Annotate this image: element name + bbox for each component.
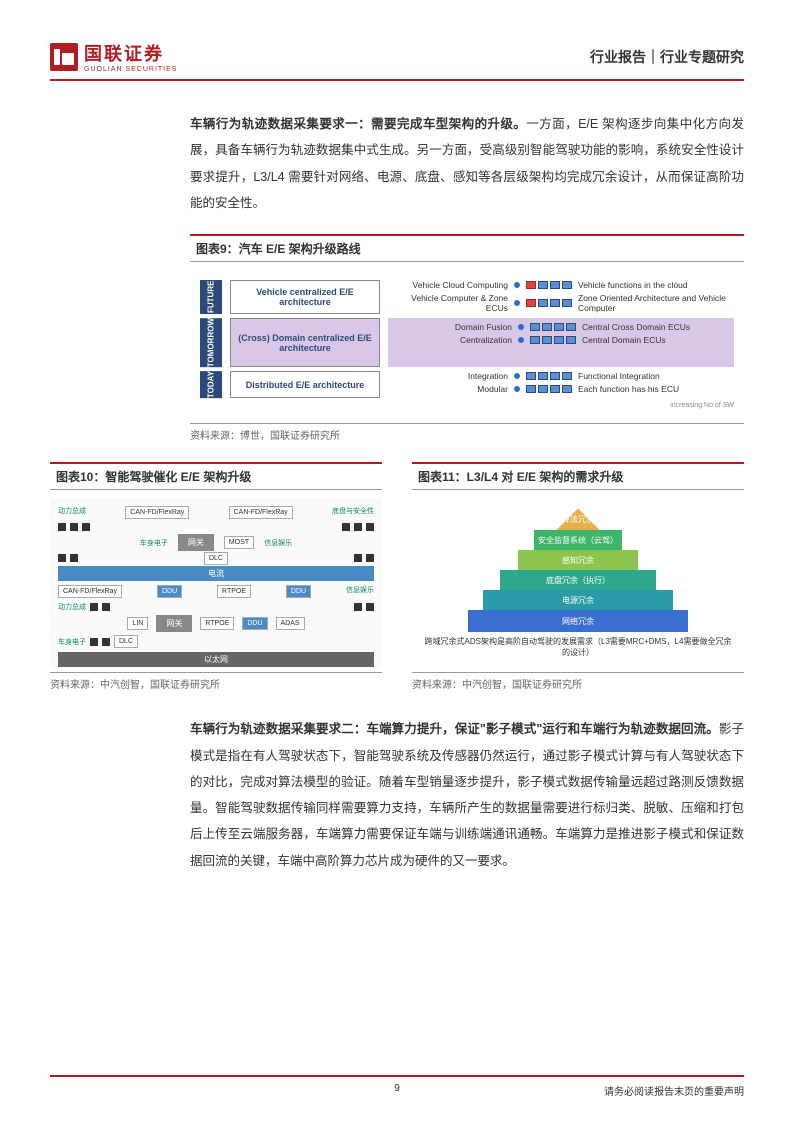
d9-stage: Domain FusionCentral Cross Domain ECUs	[392, 322, 730, 332]
d10-adas: ADAS	[276, 617, 305, 630]
company-logo: 国联证券 GUOLIAN SECURITIES	[50, 40, 177, 73]
d9-stage: ModularEach function has his ECU	[388, 384, 734, 394]
d9-stage: CentralizationCentral Domain ECUs	[392, 335, 730, 345]
d10-most: MOST	[224, 536, 254, 549]
d10-rtpoe2: RTPOE	[200, 617, 234, 630]
fig9-diagram: FUTURE Vehicle centralized E/E architectu…	[190, 270, 744, 419]
logo-icon	[50, 43, 78, 71]
d10-eth: 以太网	[58, 652, 374, 667]
logo-text: 国联证券	[84, 40, 177, 66]
d10-gw2: 网关	[156, 615, 192, 632]
para1-bold: 车辆行为轨迹数据采集要求一：需要完成车型架构的升级。	[190, 117, 526, 131]
para2-bold: 车辆行为轨迹数据采集要求二：车端算力提升，保证"影子模式"运行和车端行为轨迹数据…	[190, 722, 719, 736]
fig9-title: 图表9：汽车 E/E 架构升级路线	[190, 234, 744, 262]
fig11-title: 图表11：L3/L4 对 E/E 架构的需求升级	[412, 462, 744, 490]
d9-row: TODAY Distributed E/E architecture Integra…	[200, 371, 734, 398]
figure-10: 图表10：智能驾驶催化 E/E 架构升级 动力总成 CAN-FD/FlexRay…	[50, 462, 382, 691]
d10-xx2: 信息娱乐	[346, 585, 374, 598]
d9-arch-box: Distributed E/E architecture	[230, 371, 380, 398]
pyramid-layer: 感知冗余	[518, 550, 638, 570]
para2-text: 影子模式是指在有人驾驶状态下，智能驾驶系统及传感器仍然运行，通过影子模式计算与有…	[190, 722, 744, 867]
page-header: 国联证券 GUOLIAN SECURITIES 行业报告｜行业专题研究	[50, 40, 744, 81]
fig11-diagram: 算法冗余安全监督系统（云驾）感知冗余底盘冗余（执行）电源冗余网络冗余 跨域冗余式…	[412, 498, 744, 668]
pyramid-layer: 安全监督系统（云驾）	[534, 530, 622, 550]
fig11-source: 资料来源：中汽创智，国联证券研究所	[412, 672, 744, 691]
d10-ddu2: DDU	[286, 585, 311, 598]
d10-dl2: 动力总成	[58, 602, 86, 612]
footer-disclaimer: 请务必阅读报告末页的重要声明	[604, 1083, 744, 1098]
d10-can: CAN-FD/FlexRay	[125, 506, 189, 519]
pyramid-layer: 电源冗余	[483, 590, 673, 610]
d10-bus: 电流	[58, 566, 374, 581]
d10-cse: 车身电子	[140, 538, 168, 548]
fig9-source: 资料来源：博世，国联证券研究所	[190, 423, 744, 442]
d10-xx: 信息娱乐	[264, 538, 292, 548]
page-number: 9	[394, 1083, 400, 1094]
d10-dlc2: DLC	[114, 635, 138, 648]
d9-era-label: FUTURE	[200, 280, 222, 314]
fig10-source: 资料来源：中汽创智，国联证券研究所	[50, 672, 382, 691]
paragraph-1: 车辆行为轨迹数据采集要求一：需要完成车型架构的升级。一方面，E/E 架构逐步向集…	[190, 111, 744, 216]
d10-can3: CAN-FD/FlexRay	[58, 585, 122, 598]
figure-9: 图表9：汽车 E/E 架构升级路线 FUTURE Vehicle centrali…	[190, 234, 744, 442]
d10-lin: LIN	[127, 617, 148, 630]
d9-arch-box: (Cross) Domain centralized E/E architect…	[230, 318, 380, 367]
figure-row: 图表10：智能驾驶催化 E/E 架构升级 动力总成 CAN-FD/FlexRay…	[50, 462, 744, 691]
d10-ddu: DDU	[157, 585, 182, 598]
d9-stage: Vehicle Cloud ComputingVehicle functions…	[388, 280, 734, 290]
fig10-title: 图表10：智能驾驶催化 E/E 架构升级	[50, 462, 382, 490]
page-footer: 9 请务必阅读报告末页的重要声明	[50, 1075, 744, 1098]
d9-era-label: TOMORROW	[200, 318, 222, 367]
d9-stage: Vehicle Computer & Zone ECUsZone Oriente…	[388, 293, 734, 313]
d9-stage: IntegrationFunctional Integration	[388, 371, 734, 381]
d10-rtpoe: RTPOE	[217, 585, 251, 598]
pyramid-layer: 网络冗余	[468, 610, 688, 632]
d10-ddu3: DDU	[242, 617, 267, 630]
figure-11: 图表11：L3/L4 对 E/E 架构的需求升级 算法冗余安全监督系统（云驾）感…	[412, 462, 744, 691]
logo-subtext: GUOLIAN SECURITIES	[84, 66, 177, 73]
pyramid: 算法冗余安全监督系统（云驾）感知冗余底盘冗余（执行）电源冗余网络冗余	[468, 508, 688, 628]
pyramid-layer: 底盘冗余（执行）	[500, 570, 656, 590]
d10-cse2: 车身电子	[58, 637, 86, 647]
d9-footnote: increasing No of SW	[200, 402, 734, 409]
paragraph-2: 车辆行为轨迹数据采集要求二：车端算力提升，保证"影子模式"运行和车端行为轨迹数据…	[190, 716, 744, 874]
header-category: 行业报告｜行业专题研究	[590, 47, 744, 67]
fig11-caption: 跨域冗余式ADS架构是高阶自动驾驶的发展需求（L3需要MRC+DMS，L4需要做…	[422, 636, 734, 658]
d9-era-label: TODAY	[200, 371, 222, 398]
d10-dlc: DLC	[204, 552, 228, 565]
d9-row: TOMORROW (Cross) Domain centralized E/E a…	[200, 318, 734, 367]
d9-row: FUTURE Vehicle centralized E/E architectu…	[200, 280, 734, 314]
pyramid-layer: 算法冗余	[556, 508, 600, 530]
fig10-diagram: 动力总成 CAN-FD/FlexRay CAN-FD/FlexRay 底盘与安全…	[50, 498, 382, 668]
d10-gateway: 网关	[178, 534, 214, 551]
d10-label2: 底盘与安全性	[332, 506, 374, 519]
d10-label: 动力总成	[58, 506, 86, 519]
d10-can2: CAN-FD/FlexRay	[229, 506, 293, 519]
d9-arch-box: Vehicle centralized E/E architecture	[230, 280, 380, 314]
